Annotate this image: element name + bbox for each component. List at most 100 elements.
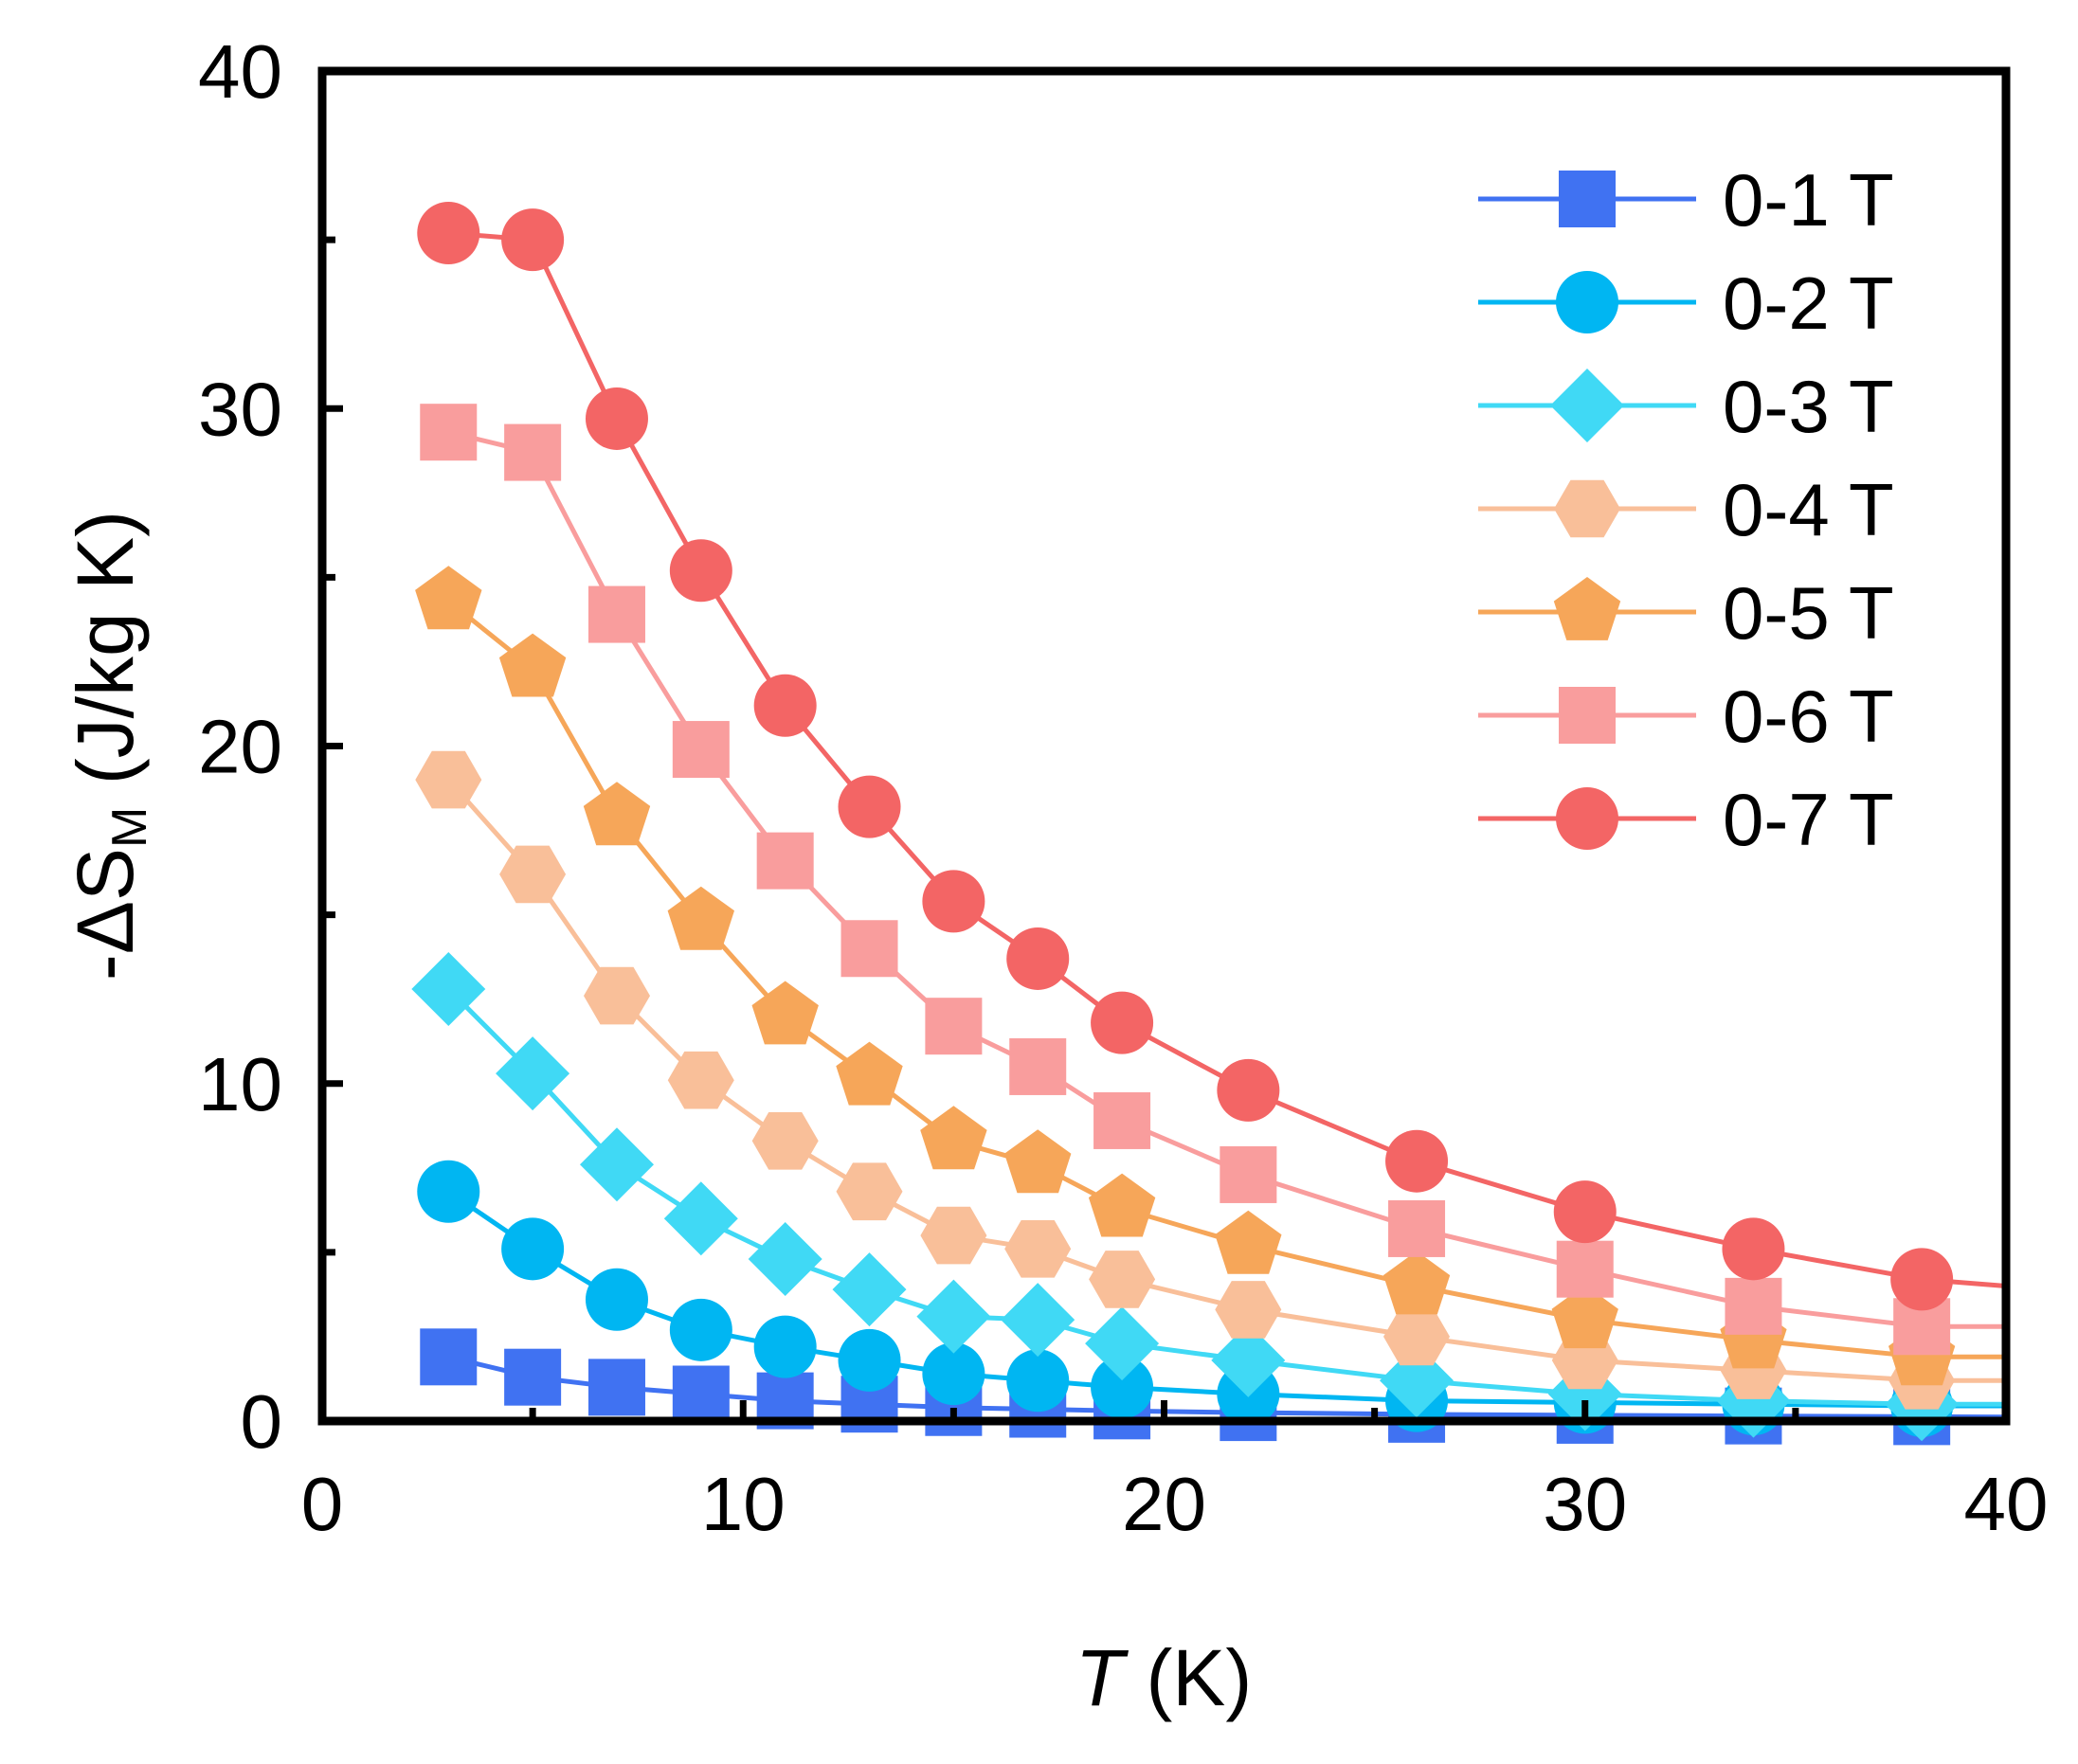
legend-marker: [1550, 369, 1624, 442]
legend-label: 0-2 T: [1723, 261, 1894, 345]
legend-marker: [1556, 787, 1618, 850]
data-point: [504, 1348, 562, 1406]
legend-item: 0-3 T: [1478, 365, 1894, 448]
x-tick-label: 10: [701, 1462, 786, 1546]
x-tick-label: 30: [1543, 1462, 1627, 1546]
legend-item: 0-4 T: [1478, 468, 1894, 551]
ticks-layer: 0 10 20 30 40 0 10 20 30 40: [198, 29, 2048, 1546]
data-point: [1725, 1277, 1782, 1335]
y-tick-label: 20: [198, 705, 282, 789]
data-point: [501, 208, 565, 272]
data-point: [499, 845, 567, 904]
legend-label: 0-5 T: [1723, 571, 1894, 655]
data-point: [498, 633, 567, 697]
data-point: [1009, 1037, 1067, 1095]
legend-label: 0-6 T: [1723, 675, 1894, 758]
data-point: [836, 1041, 903, 1106]
x-axis-label: T (K): [1075, 1633, 1253, 1722]
data-point: [587, 1359, 645, 1416]
data-point: [753, 1315, 817, 1378]
legend-marker: [1559, 171, 1616, 227]
data-point: [840, 920, 898, 978]
data-point: [832, 1252, 907, 1327]
data-point: [1383, 1307, 1450, 1366]
data-point: [583, 782, 651, 846]
data-point: [1004, 1129, 1072, 1194]
legend-label: 0-7 T: [1723, 778, 1894, 861]
data-point: [916, 1279, 991, 1354]
legend-item: 0-2 T: [1478, 261, 1894, 345]
data-point: [920, 1106, 987, 1170]
y-axis-label-subscript: M: [102, 807, 157, 848]
legend-label: 0-4 T: [1723, 468, 1894, 551]
data-point: [672, 1365, 730, 1423]
data-point: [922, 1342, 985, 1406]
x-tick-label: 40: [1964, 1462, 2049, 1546]
data-point: [1890, 1248, 1954, 1311]
data-point: [1089, 1251, 1156, 1308]
data-point: [1722, 1217, 1785, 1281]
y-axis-label-symbol: -ΔS: [61, 848, 150, 981]
y-tick-label: 0: [241, 1379, 283, 1464]
data-point: [1088, 1173, 1156, 1237]
data-point: [922, 870, 985, 933]
data-point: [504, 423, 562, 481]
y-axis-label: -ΔSM (J/kg K): [61, 511, 157, 981]
data-point: [1380, 1343, 1454, 1418]
data-point: [663, 1181, 738, 1256]
legend: 0-1 T 0-2 T 0-3 T 0-4 T 0-5 T 0-6 T 0-7 T: [1478, 158, 1894, 861]
data-point: [417, 1160, 480, 1223]
data-point: [1220, 1145, 1277, 1203]
data-point: [1085, 1306, 1160, 1381]
data-point: [1006, 1349, 1070, 1413]
data-point: [836, 1162, 903, 1221]
data-point: [587, 585, 645, 643]
series-0-4-T: [415, 750, 2006, 1410]
x-tick-label: 0: [301, 1462, 344, 1546]
data-point: [925, 998, 983, 1055]
data-point: [669, 1298, 732, 1361]
data-point: [415, 566, 482, 630]
data-point: [751, 1112, 819, 1170]
series-0-7-T: [417, 202, 2007, 1311]
data-point: [1091, 991, 1154, 1054]
data-point: [1553, 1180, 1617, 1244]
data-point: [1006, 927, 1070, 990]
y-tick-label: 30: [198, 367, 282, 451]
data-point: [1215, 1210, 1282, 1274]
data-point: [580, 1127, 654, 1202]
data-point: [1215, 1281, 1282, 1339]
data-point: [667, 886, 734, 950]
x-axis-label-symbol: T: [1075, 1633, 1129, 1722]
data-point: [415, 750, 482, 809]
data-point: [838, 1328, 901, 1392]
data-point: [417, 202, 480, 264]
data-point: [756, 832, 814, 890]
legend-label: 0-3 T: [1723, 365, 1894, 448]
legend-item: 0-7 T: [1478, 778, 1894, 861]
legend-item: 0-5 T: [1478, 571, 1894, 655]
data-point: [1382, 1251, 1451, 1315]
legend-marker: [1553, 577, 1621, 640]
data-point: [1091, 1356, 1154, 1419]
legend-marker: [1559, 687, 1616, 744]
legend-marker: [1554, 479, 1620, 538]
data-point: [667, 1051, 734, 1109]
data-point: [669, 539, 732, 603]
data-point: [753, 674, 817, 737]
data-point: [748, 1222, 822, 1296]
data-point: [585, 387, 648, 450]
data-point: [920, 1206, 987, 1265]
data-point: [1556, 1240, 1614, 1298]
series-layer: [411, 202, 2007, 1446]
data-point: [584, 966, 650, 1025]
data-point: [585, 1268, 648, 1331]
data-point: [420, 1328, 478, 1386]
data-point: [1211, 1323, 1286, 1397]
data-point: [751, 981, 819, 1045]
data-point: [838, 775, 901, 838]
y-tick-label: 10: [198, 1042, 282, 1126]
legend-item: 0-1 T: [1478, 158, 1894, 242]
legend-item: 0-6 T: [1478, 675, 1894, 758]
